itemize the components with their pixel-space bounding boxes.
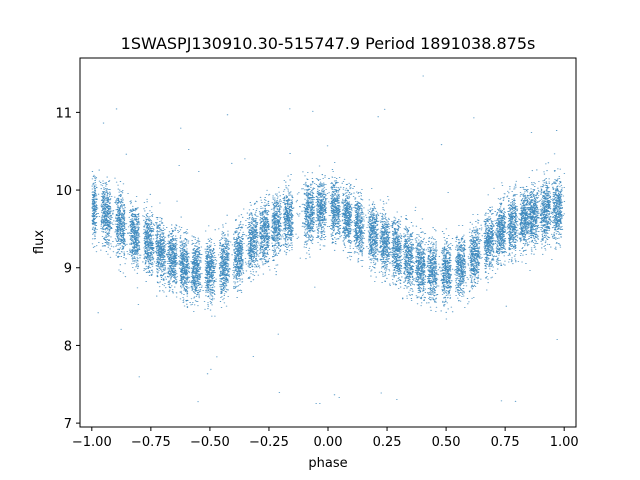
- scatter-points: [91, 75, 566, 405]
- x-tick-label: 0.50: [432, 435, 461, 450]
- y-tick-label: 7: [64, 417, 72, 432]
- y-tick-label: 10: [55, 184, 72, 199]
- chart-title: 1SWASPJ130910.30-515747.9 Period 1891038…: [121, 34, 536, 53]
- x-tick-label: 0.75: [491, 435, 520, 450]
- data-points: [91, 75, 566, 405]
- y-tick-label: 8: [64, 339, 72, 354]
- x-tick-label: −0.75: [131, 435, 171, 450]
- x-tick-label: 0.25: [373, 435, 402, 450]
- x-tick-label: −0.25: [249, 435, 289, 450]
- x-tick-label: 0.00: [314, 435, 343, 450]
- y-tick-label: 11: [55, 106, 72, 121]
- x-tick-label: −1.00: [72, 435, 112, 450]
- x-axis: −1.00 −0.75 −0.50 −0.25 0.00 0.25 0.50 0.75 1.00: [72, 427, 579, 450]
- y-axis-label: flux: [32, 230, 47, 254]
- x-axis-label: phase: [308, 456, 347, 471]
- x-tick-label: −0.50: [190, 435, 230, 450]
- y-axis: 7 8 9 10 11: [55, 106, 80, 432]
- x-tick-label: 1.00: [550, 435, 579, 450]
- y-tick-label: 9: [64, 262, 72, 277]
